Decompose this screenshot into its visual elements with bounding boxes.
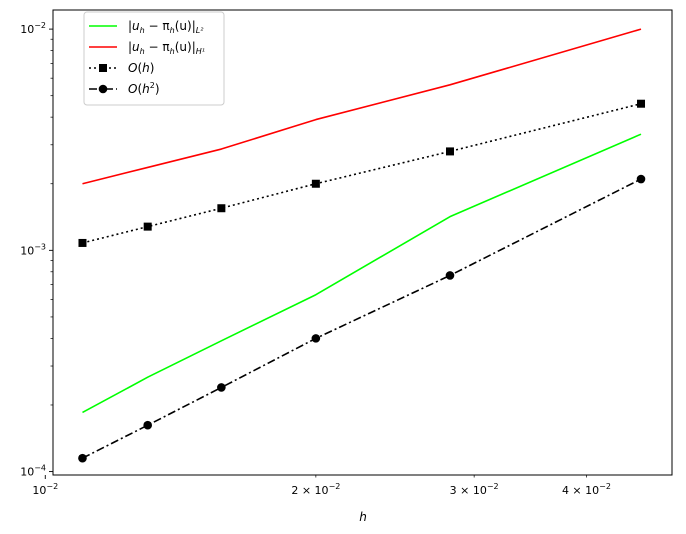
series-3 (78, 174, 646, 463)
legend-entry-0: |uh − πh(u)|L² (89, 19, 204, 35)
data-point-circle (217, 383, 226, 392)
data-point-square (637, 99, 646, 108)
x-tick-label: 4 × 10−2 (562, 482, 611, 497)
legend-label: |uh − πh(u)|H¹ (128, 40, 205, 56)
axes-border (52, 9, 673, 476)
series-line (82, 178, 642, 459)
x-axis-label: h (359, 510, 367, 524)
x-tick-label: 10−2 (32, 482, 58, 497)
data-point-circle (143, 420, 152, 430)
data-point-square (99, 64, 107, 72)
data-point-square (217, 204, 226, 213)
legend-entry-3: O(h2) (89, 81, 160, 96)
legend: |uh − πh(u)|L² |uh − πh(u)|H¹ O(h) O(h2) (83, 11, 225, 106)
series-2 (78, 99, 646, 247)
major-ticks: 10−2 2 × 10−2 3 × 10−2 4 × 10−2 10−4 10−3 10−2 (20, 21, 611, 497)
legend-label: O(h) (128, 61, 154, 75)
data-point-circle (445, 271, 455, 280)
legend-label: O(h2) (128, 81, 160, 96)
series-line (82, 133, 642, 414)
y-tick-label: 10−2 (20, 21, 46, 36)
y-tick-label: 10−3 (20, 242, 46, 257)
axes-frame (52, 9, 673, 476)
data-point-circle (98, 84, 108, 94)
x-tick-label: 3 × 10−2 (450, 482, 499, 497)
series-0 (82, 133, 642, 414)
data-point-square (445, 147, 454, 156)
data-point-square (311, 179, 320, 188)
y-tick-label: 10−4 (20, 464, 46, 479)
series-layer (78, 28, 646, 463)
series-1 (82, 28, 642, 185)
legend-label: |uh − πh(u)|L² (128, 19, 204, 35)
legend-entry-2: O(h) (89, 61, 154, 75)
data-point-circle (636, 174, 646, 184)
data-point-square (78, 238, 87, 247)
legend-entry-1: |uh − πh(u)|H¹ (89, 40, 205, 56)
series-line (82, 28, 642, 185)
series-line (82, 102, 642, 244)
data-point-square (143, 222, 152, 231)
data-point-circle (78, 453, 87, 463)
legend-box (83, 11, 225, 106)
data-point-circle (311, 334, 321, 343)
x-tick-label: 2 × 10−2 (291, 482, 340, 497)
